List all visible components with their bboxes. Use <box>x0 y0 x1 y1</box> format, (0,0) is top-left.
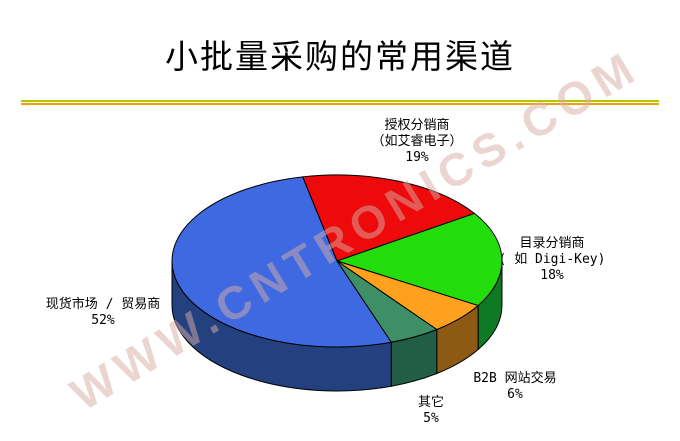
slice-label-spot-market: 现货市场 / 贸易商 52% <box>46 297 160 329</box>
slice-label-percent: 5% <box>423 411 439 426</box>
slice-label-catalog-distributor: 目录分销商 ( 如 Digi-Key) 18% <box>499 236 606 284</box>
slice-label-line: 目录分销商 <box>519 236 585 251</box>
slice-label-line: 其它 <box>417 395 445 410</box>
slice-label-line: 授权分销商 <box>384 118 450 133</box>
slice-label-line: 现货市场 / 贸易商 <box>45 297 161 312</box>
slice-label-percent: 6% <box>507 387 523 402</box>
slice-label-line: B2B 网站交易 <box>473 371 557 386</box>
pie-slice-top-1 <box>336 212 503 307</box>
slice-label-line: （如艾睿电子） <box>371 134 463 149</box>
pie-slice-top-4 <box>171 176 392 348</box>
separator-line-top <box>21 100 659 102</box>
slice-label-percent: 19% <box>405 150 429 165</box>
slice-label-b2b: B2B 网站交易 6% <box>473 371 556 403</box>
slice-label-percent: 52% <box>91 313 115 328</box>
title-separator <box>21 100 659 105</box>
slice-label-line: ( 如 Digi-Key) <box>498 252 606 267</box>
slice-label-percent: 18% <box>540 268 564 283</box>
page-title: 小批量采购的常用渠道 <box>165 40 515 76</box>
pie-slice-top-0 <box>302 174 475 262</box>
slice-label-authorized-distributor: 授权分销商 （如艾睿电子） 19% <box>371 118 462 166</box>
slice-label-other: 其它 5% <box>418 395 444 427</box>
separator-line-bottom <box>21 103 659 105</box>
